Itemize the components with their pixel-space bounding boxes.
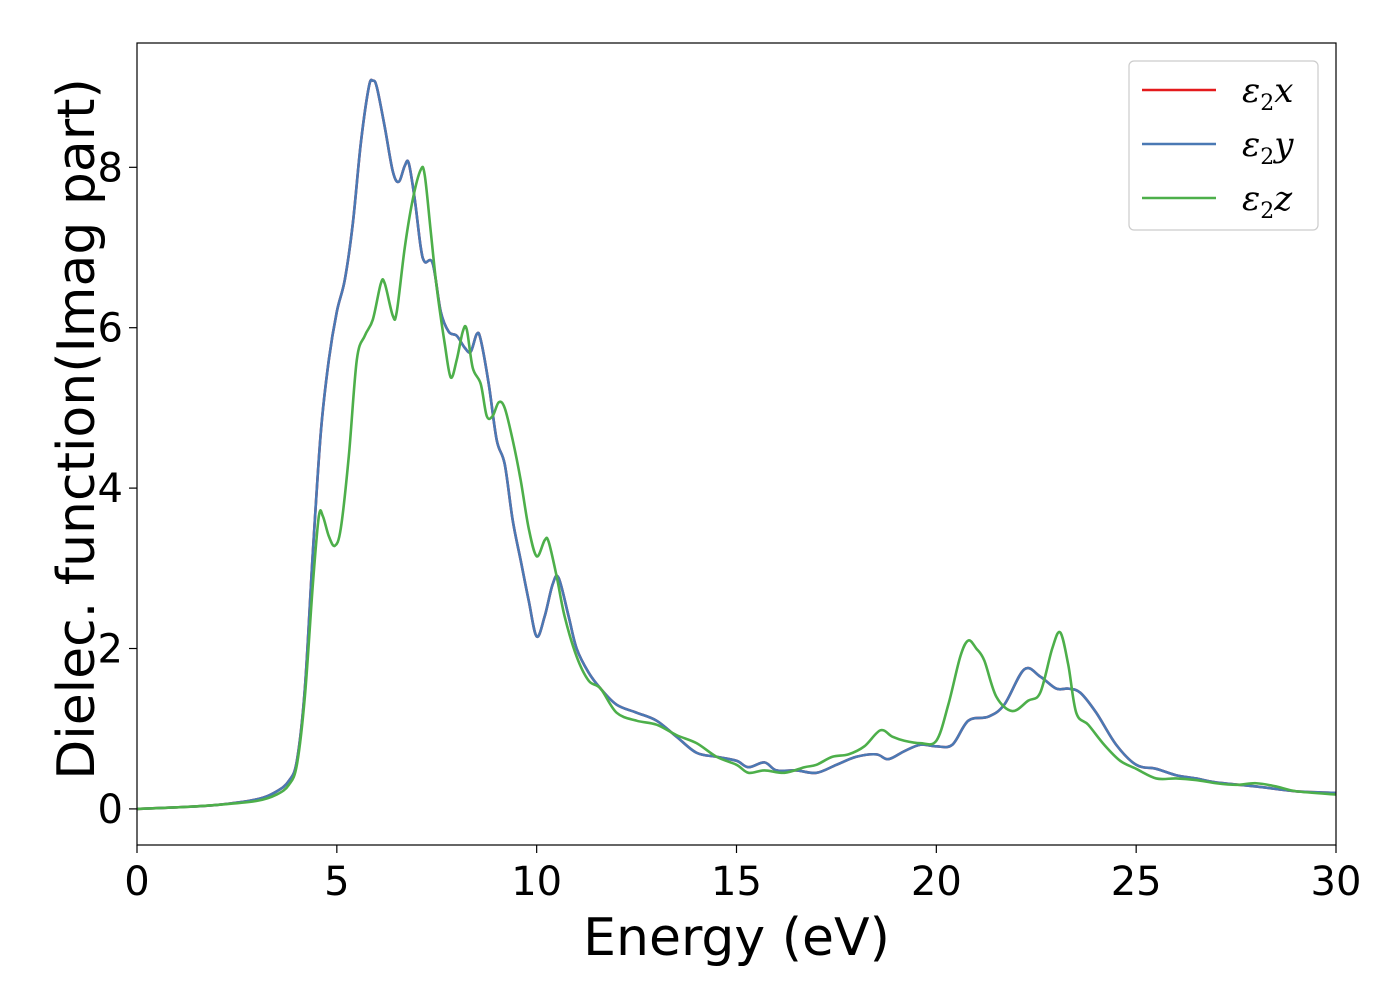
y-tick-label: 6 — [98, 306, 123, 352]
y-tick-label: 8 — [98, 145, 123, 191]
x-tick-label: 30 — [1311, 859, 1362, 905]
x-tick-label: 5 — [324, 859, 349, 905]
x-axis-ticks: 0 5 10 15 20 25 30 — [124, 845, 1361, 905]
plot-area — [137, 78, 1336, 811]
x-axis-label: Energy (eV) — [583, 908, 890, 968]
x-tick-label: 20 — [911, 859, 962, 905]
y-tick-label: 0 — [98, 787, 123, 833]
x-tick-label: 10 — [511, 859, 562, 905]
y-tick-label: 4 — [98, 466, 123, 512]
series-line-2 — [137, 78, 1336, 811]
series-line-3 — [137, 165, 1336, 811]
legend-entry-label: ε2y — [1242, 125, 1294, 170]
legend: ε2x ε2y ε2z — [1128, 60, 1319, 231]
legend-entry-label: ε2z — [1242, 179, 1293, 224]
x-tick-label: 25 — [1111, 859, 1162, 905]
y-axis-label: Dielec. function(Imag part) — [47, 78, 107, 780]
y-axis-ticks: 0 2 4 6 8 — [98, 145, 137, 833]
x-tick-label: 0 — [124, 859, 149, 905]
y-tick-label: 2 — [98, 627, 123, 673]
legend-box — [1128, 60, 1319, 231]
legend-entry-label: ε2x — [1242, 71, 1293, 116]
x-tick-label: 15 — [711, 859, 762, 905]
